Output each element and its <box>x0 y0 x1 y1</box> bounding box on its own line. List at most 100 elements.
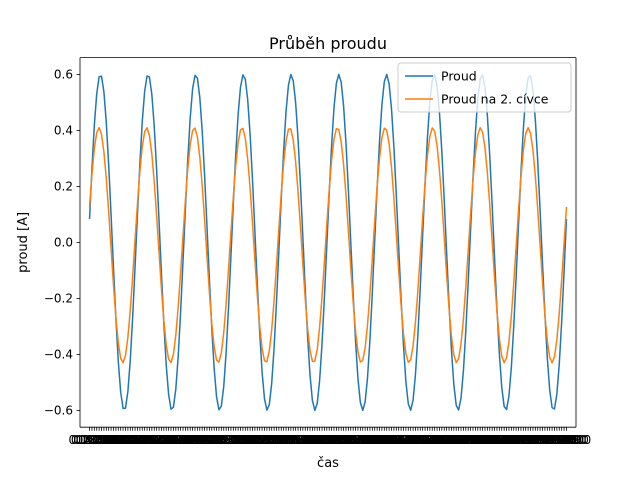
x-tick-label: 8.6432 <box>172 433 214 447</box>
y-tick-label: −0.4 <box>44 348 73 362</box>
x-tick-label: 35.7789 <box>491 433 541 447</box>
y-tick-label: −0.6 <box>44 404 73 418</box>
x-tick-label: 19.0955 <box>292 433 342 447</box>
x-tick-label: 22.3116 <box>331 433 381 447</box>
x-tick-label: 27.5377 <box>393 433 443 447</box>
x-tick-label: 39.5980 <box>537 433 587 447</box>
x-tick-label: 16.4824 <box>261 433 311 447</box>
x-tick-label: 1.6080 <box>88 433 130 447</box>
x-tick-label: 14.8744 <box>242 433 292 447</box>
x-tick-label: 12.0603 <box>209 433 259 447</box>
x-tick-label: 24.3216 <box>355 433 405 447</box>
x-tick-label: 19.4975 <box>297 433 347 447</box>
x-tick-label: 9.4472 <box>181 433 223 447</box>
x-tick-label: 33.9698 <box>470 433 520 447</box>
x-tick-label: 0.8040 <box>78 433 120 447</box>
x-tick-label: 26.9347 <box>386 433 436 447</box>
x-tick-label: 30.5528 <box>429 433 479 447</box>
plot-background <box>80 57 576 428</box>
x-tick-label: 26.5327 <box>381 433 431 447</box>
x-tick-label: 34.3719 <box>475 433 525 447</box>
x-tick-label: 7.0352 <box>152 433 194 447</box>
x-tick-label: 33.3668 <box>463 433 513 447</box>
x-tick-label: 31.9598 <box>446 433 496 447</box>
y-tick-label: 0.0 <box>54 236 73 250</box>
y-tick-label: 0.4 <box>54 124 73 138</box>
x-axis-label: čas <box>317 456 339 471</box>
chart-title: Průběh proudu <box>269 34 387 53</box>
x-tick-label: 10.8543 <box>194 433 244 447</box>
x-tick-label: 24.1206 <box>352 433 402 447</box>
plot-area <box>79 57 577 428</box>
x-tick-label: 17.0854 <box>268 433 318 447</box>
x-tick-label: 18.8945 <box>290 433 340 447</box>
x-tick-label: 4.6231 <box>124 433 166 447</box>
x-tick-label: 14.0704 <box>232 433 282 447</box>
x-tick-label: 1.8090 <box>90 433 132 447</box>
x-tick-label: 32.7638 <box>455 433 505 447</box>
x-tick-label: 20.7035 <box>312 433 362 447</box>
x-tick-label: 16.8844 <box>266 433 316 447</box>
x-tick-label: 32.5628 <box>453 433 503 447</box>
x-tick-label: 6.2312 <box>143 433 185 447</box>
x-tick-label: 17.8894 <box>278 433 328 447</box>
x-tick-label: 27.9397 <box>398 433 448 447</box>
x-tick-label: 18.0905 <box>280 433 330 447</box>
x-tick-label: 28.1407 <box>400 433 450 447</box>
x-tick-label: 6.0302 <box>140 433 182 447</box>
x-tick-label: 38.3920 <box>522 433 572 447</box>
x-tick-label: 2.2111 <box>95 433 137 447</box>
x-tick-label: 32.3618 <box>451 433 501 447</box>
x-tick-label: 37.1859 <box>508 433 558 447</box>
x-tick-label: 11.8593 <box>206 433 256 447</box>
x-tick-label: 20.3015 <box>307 433 357 447</box>
x-tick-label: 6.6332 <box>148 433 190 447</box>
x-tick-label: 31.1558 <box>436 433 486 447</box>
x-tick-label: 4.0201 <box>116 433 158 447</box>
x-tick-label: 30.9548 <box>434 433 484 447</box>
x-tick-label: 34.7739 <box>479 433 529 447</box>
x-tick-label: 18.2915 <box>283 433 333 447</box>
axes-frame <box>79 57 577 428</box>
x-tick-label: 1.2060 <box>83 433 125 447</box>
x-tick-label: 8.2412 <box>167 433 209 447</box>
x-tick-label: 21.5075 <box>321 433 371 447</box>
x-tick-label: 37.5879 <box>513 433 563 447</box>
legend: Proud Proud na 2. cívce <box>397 62 572 113</box>
x-tick-label: 21.7085 <box>324 433 374 447</box>
x-tick-label: 36.1809 <box>496 433 546 447</box>
x-tick-label: 33.7688 <box>467 433 517 447</box>
x-axis: 0.00000.20100.40200.60300.80401.00501.20… <box>69 427 592 447</box>
x-tick-label: 20.5025 <box>309 433 359 447</box>
x-tick-label: 26.1307 <box>376 433 426 447</box>
x-tick-label: 3.6181 <box>112 433 154 447</box>
x-tick-label: 5.4271 <box>133 433 175 447</box>
legend-label-proud: Proud <box>441 69 477 84</box>
x-tick-label: 38.9950 <box>530 433 580 447</box>
x-tick-label: 31.3568 <box>439 433 489 447</box>
x-tick-label: 9.6482 <box>184 433 226 447</box>
x-tick-label: 29.7487 <box>419 433 469 447</box>
x-tick-label: 18.4925 <box>285 433 335 447</box>
x-tick-label: 9.2462 <box>179 433 221 447</box>
x-tick-label: 36.3819 <box>499 433 549 447</box>
x-tick-label: 23.3166 <box>343 433 393 447</box>
x-tick-label: 25.1256 <box>364 433 414 447</box>
x-tick-label: 38.5930 <box>525 433 575 447</box>
x-tick-label: 37.9899 <box>518 433 568 447</box>
x-tick-label: 29.1457 <box>412 433 462 447</box>
x-tick-label: 39.1960 <box>532 433 582 447</box>
x-tick-label: 12.2613 <box>211 433 261 447</box>
x-tick-label: 11.6583 <box>204 433 254 447</box>
x-tick-label: 7.4372 <box>157 433 199 447</box>
x-tick-label: 40.0000 <box>542 433 592 447</box>
x-tick-label: 29.9497 <box>422 433 472 447</box>
x-tick-label: 11.4573 <box>201 433 251 447</box>
x-tick-label: 7.8392 <box>162 433 204 447</box>
x-tick-label: 2.8141 <box>102 433 144 447</box>
x-tick-label: 36.5829 <box>501 433 551 447</box>
x-tick-label: 38.7940 <box>527 433 577 447</box>
x-tick-label: 12.4623 <box>213 433 263 447</box>
x-tick-label: 13.4673 <box>225 433 275 447</box>
